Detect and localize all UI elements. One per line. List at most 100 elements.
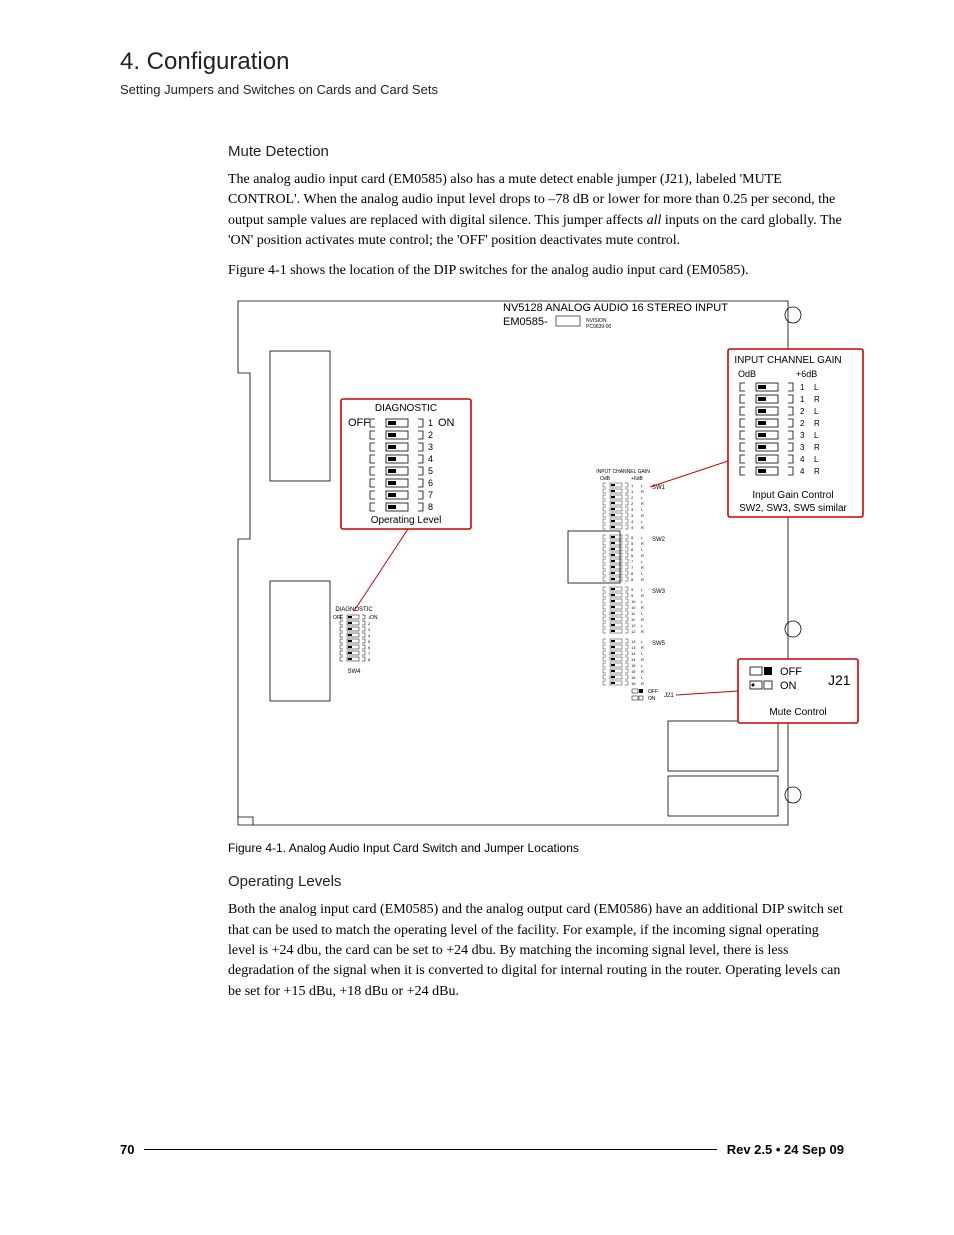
svg-text:L: L xyxy=(641,571,644,576)
svg-text:L: L xyxy=(641,535,644,540)
figure-4-1: NV5128 ANALOG AUDIO 16 STEREO INPUT EM05… xyxy=(228,291,844,831)
svg-text:2: 2 xyxy=(800,419,805,428)
svg-text:10: 10 xyxy=(631,605,636,610)
board-j21-label: J21 xyxy=(664,693,674,699)
svg-text:R: R xyxy=(641,645,644,650)
svg-text:L: L xyxy=(641,547,644,552)
svg-text:3: 3 xyxy=(631,513,634,518)
svg-text:1: 1 xyxy=(631,483,634,488)
board-gain-column: INPUT CHANNEL GAIN OdB +6dB SW11L1R2L2R3… xyxy=(596,469,665,686)
board-gain-r: +6dB xyxy=(631,476,643,482)
heading-operating-levels: Operating Levels xyxy=(228,873,844,890)
svg-text:1: 1 xyxy=(800,395,805,404)
svg-text:1: 1 xyxy=(428,418,433,428)
svg-text:6: 6 xyxy=(631,553,634,558)
svg-text:4: 4 xyxy=(428,454,433,464)
board-title: NV5128 ANALOG AUDIO 16 STEREO INPUT xyxy=(503,302,728,314)
para-oplevels: Both the analog input card (EM0585) and … xyxy=(228,900,844,1001)
svg-text:8: 8 xyxy=(631,577,634,582)
svg-text:R: R xyxy=(814,443,820,452)
callout-input-gain: INPUT CHANNEL GAIN OdB +6dB SW1 1L1R2L2R… xyxy=(728,349,868,517)
svg-text:3: 3 xyxy=(800,443,805,452)
gain-title: INPUT CHANNEL GAIN xyxy=(734,355,841,366)
j21-off: OFF xyxy=(780,666,802,678)
para-mute-1em: all xyxy=(647,213,662,228)
svg-text:15: 15 xyxy=(631,669,636,674)
svg-text:R: R xyxy=(814,419,820,428)
svg-text:SW3: SW3 xyxy=(652,589,666,595)
svg-text:15: 15 xyxy=(631,663,636,668)
svg-text:3: 3 xyxy=(368,627,371,632)
svg-text:7: 7 xyxy=(631,559,634,564)
para-mute-2: Figure 4-1 shows the location of the DIP… xyxy=(228,261,844,281)
svg-text:L: L xyxy=(641,483,644,488)
svg-text:L: L xyxy=(641,611,644,616)
svg-text:4: 4 xyxy=(368,633,371,638)
j21-on: ON xyxy=(780,680,797,692)
svg-text:11: 11 xyxy=(631,617,636,622)
svg-text:3: 3 xyxy=(631,507,634,512)
chapter-title: 4. Configuration xyxy=(120,48,844,76)
svg-text:R: R xyxy=(641,489,644,494)
svg-text:16: 16 xyxy=(631,675,636,680)
gain-left: OdB xyxy=(738,369,756,379)
svg-text:L: L xyxy=(814,383,819,392)
svg-text:R: R xyxy=(641,525,644,530)
svg-text:6: 6 xyxy=(631,547,634,552)
svg-text:13: 13 xyxy=(631,645,636,650)
svg-text:2: 2 xyxy=(631,501,634,506)
svg-text:R: R xyxy=(641,657,644,662)
svg-text:R: R xyxy=(641,541,644,546)
svg-text:R: R xyxy=(641,553,644,558)
svg-text:L: L xyxy=(641,623,644,628)
svg-text:R: R xyxy=(641,501,644,506)
board-j21-on: ON xyxy=(648,696,656,702)
svg-text:1: 1 xyxy=(631,489,634,494)
svg-text:14: 14 xyxy=(631,657,636,662)
svg-text:R: R xyxy=(814,467,820,476)
svg-text:4: 4 xyxy=(631,519,634,524)
svg-text:8: 8 xyxy=(631,571,634,576)
svg-text:14: 14 xyxy=(631,651,636,656)
svg-text:R: R xyxy=(814,395,820,404)
board-sw4-label: SW4 xyxy=(347,669,361,675)
board-diag-off: OFF xyxy=(333,615,343,621)
svg-text:2: 2 xyxy=(428,430,433,440)
board-gain-header: INPUT CHANNEL GAIN xyxy=(596,469,650,475)
svg-text:L: L xyxy=(641,663,644,668)
svg-text:10: 10 xyxy=(631,599,636,604)
svg-text:5: 5 xyxy=(631,535,634,540)
callout-j21: OFF ON J21 Mute Control xyxy=(738,659,858,723)
svg-text:5: 5 xyxy=(631,541,634,546)
board-gain-l: OdB xyxy=(600,476,611,482)
board-j21-off: OFF xyxy=(648,689,658,695)
svg-text:SW5: SW5 xyxy=(652,641,666,647)
gain-sub2: SW2, SW3, SW5 similar xyxy=(739,503,847,514)
svg-text:9: 9 xyxy=(631,593,634,598)
svg-text:2: 2 xyxy=(368,621,371,626)
svg-text:R: R xyxy=(641,669,644,674)
gain-right: +6dB xyxy=(796,369,817,379)
board-sw4: DIAGNOSTIC OFF ON 12345678 SW4 xyxy=(333,607,378,675)
svg-text:R: R xyxy=(641,617,644,622)
svg-text:2: 2 xyxy=(631,495,634,500)
j21-sub: Mute Control xyxy=(769,707,826,718)
svg-text:L: L xyxy=(641,675,644,680)
diag-off: OFF xyxy=(348,417,370,429)
heading-mute-detection: Mute Detection xyxy=(228,143,844,160)
svg-text:SW2: SW2 xyxy=(652,537,666,543)
board-tiny2: PC0639-00 xyxy=(586,324,612,330)
svg-text:L: L xyxy=(641,587,644,592)
svg-text:8: 8 xyxy=(368,657,371,662)
svg-text:13: 13 xyxy=(631,639,636,644)
svg-text:R: R xyxy=(641,577,644,582)
board-j21: OFF ON J21 xyxy=(632,689,674,702)
diag-title: DIAGNOSTIC xyxy=(375,403,437,414)
svg-text:L: L xyxy=(641,495,644,500)
svg-text:8: 8 xyxy=(428,502,433,512)
board-em-label: EM0585- xyxy=(503,316,548,328)
svg-text:12: 12 xyxy=(631,629,636,634)
svg-text:7: 7 xyxy=(368,651,371,656)
svg-text:L: L xyxy=(641,599,644,604)
svg-text:R: R xyxy=(641,513,644,518)
